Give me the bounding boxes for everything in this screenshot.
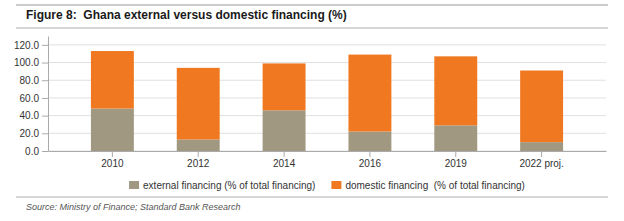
grid-line <box>48 44 606 45</box>
legend-item: domestic financing (% of total financing… <box>331 180 525 191</box>
chart: Figure 8: Ghana external versus domestic… <box>0 0 624 221</box>
bar <box>348 55 391 132</box>
tick-label: 2010 <box>101 158 124 169</box>
x-axis: 2010 2012 2014 2016 2019 2022 proj. <box>49 151 607 169</box>
tick-mark <box>42 151 48 152</box>
tick-mark <box>42 98 48 99</box>
tick: 20.0 <box>20 128 48 139</box>
tick-mark <box>112 151 113 157</box>
legend-label: external financing (% of total financing… <box>143 180 315 191</box>
tick: 2019 <box>445 151 468 169</box>
series <box>91 51 563 142</box>
bar <box>177 140 220 152</box>
tick-mark <box>42 63 48 64</box>
bars <box>91 51 563 151</box>
tick-label: 100.0 <box>14 57 39 68</box>
axis-line <box>48 37 49 152</box>
tick-label: 40.0 <box>20 110 40 121</box>
tick: 60.0 <box>20 93 48 104</box>
tick-mark <box>455 151 456 157</box>
tick: 2014 <box>273 151 296 169</box>
tick-label: 2019 <box>445 158 468 169</box>
tick-label: 60.0 <box>20 93 40 104</box>
bar <box>91 109 134 151</box>
tick: 2012 <box>187 151 210 169</box>
tick: 0.0 <box>25 146 48 157</box>
top-rule <box>16 5 608 6</box>
tick-label: 2012 <box>187 158 210 169</box>
tick-mark <box>541 151 542 157</box>
bar <box>434 125 477 151</box>
bar <box>520 142 563 151</box>
tick: 2010 <box>101 151 124 169</box>
legend: external financing (% of total financing… <box>129 180 525 191</box>
tick: 100.0 <box>14 57 48 68</box>
tick-label: 2022 proj. <box>519 158 563 169</box>
tick-mark <box>42 133 48 134</box>
legend-swatch <box>331 181 341 189</box>
bar <box>434 56 477 125</box>
tick-label: 120.0 <box>14 40 39 51</box>
source: Source: Ministry of Finance; Standard Ba… <box>26 202 241 212</box>
series <box>91 109 563 151</box>
title: Figure 8: Ghana external versus domestic… <box>26 8 347 22</box>
axis-line <box>49 151 607 152</box>
bar <box>263 63 306 110</box>
footer-rule <box>16 197 608 198</box>
tick-mark <box>198 151 199 157</box>
bar <box>263 110 306 151</box>
bar <box>520 71 563 143</box>
legend-swatch <box>129 181 139 189</box>
tick-mark <box>369 151 370 157</box>
tick-label: 2016 <box>359 158 382 169</box>
tick: 2022 proj. <box>519 151 563 169</box>
y-axis: 0.0 20.0 40.0 60.0 80.0 100.0 120.0 <box>14 37 49 157</box>
bar <box>348 132 391 151</box>
plot: 0.020.040.060.080.0100.0120.020102012201… <box>14 37 607 170</box>
bar <box>177 68 220 140</box>
tick-label: 20.0 <box>20 128 40 139</box>
legend-label: domestic financing (% of total financing… <box>345 180 525 191</box>
tick: 2016 <box>359 151 382 169</box>
tick-mark <box>42 116 48 117</box>
grid <box>48 45 606 151</box>
tick-label: 2014 <box>273 158 296 169</box>
title-rule <box>16 28 608 29</box>
tick-mark <box>284 151 285 157</box>
bar <box>91 51 134 109</box>
tick: 80.0 <box>20 75 48 86</box>
tick: 40.0 <box>20 110 48 121</box>
tick: 120.0 <box>14 40 48 51</box>
tick-mark <box>42 45 48 46</box>
tick-mark <box>42 80 48 81</box>
tick-label: 80.0 <box>20 75 40 86</box>
legend-item: external financing (% of total financing… <box>129 180 315 191</box>
tick-label: 0.0 <box>25 146 39 157</box>
